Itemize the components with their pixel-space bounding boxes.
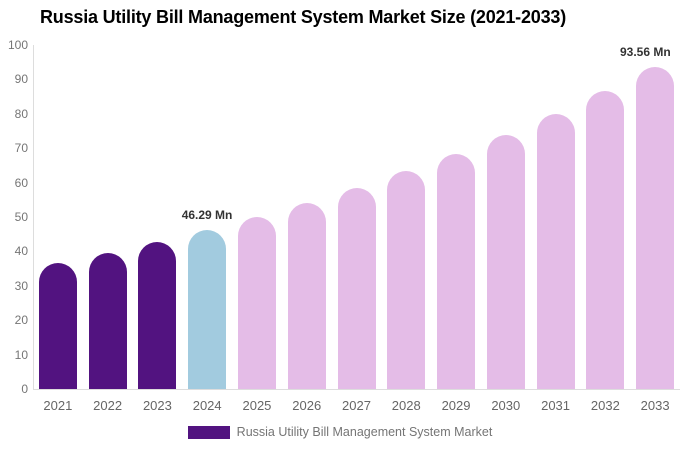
y-axis-line (33, 45, 34, 389)
y-tick-label-0: 0 (21, 382, 28, 396)
y-tick-label-100: 100 (7, 38, 28, 52)
x-tick-label-2028: 2028 (391, 398, 421, 413)
x-tick-label-2025: 2025 (242, 398, 272, 413)
bar-2027 (337, 187, 376, 389)
legend-swatch (187, 425, 230, 439)
bar-2024 (188, 229, 227, 389)
x-tick-label-2032: 2032 (590, 398, 620, 413)
y-tick-label-10: 10 (14, 347, 28, 362)
data-label-2033: 93.56 Mn (620, 45, 671, 60)
bar-2033 (636, 67, 675, 389)
bar-2032 (586, 91, 625, 389)
bar-2026 (287, 202, 326, 389)
bar-2021 (38, 262, 77, 389)
bar-2025 (237, 216, 276, 389)
data-label-2024: 46.29 Mn (181, 207, 233, 222)
x-tick-label-2031: 2031 (541, 398, 571, 413)
legend-label: Russia Utility Bill Management System Ma… (236, 425, 493, 439)
bar-2023 (138, 241, 177, 389)
bar-2031 (536, 113, 575, 389)
x-axis-line (33, 389, 680, 390)
x-tick-label-2022: 2022 (93, 398, 123, 413)
x-tick-label-2029: 2029 (441, 398, 471, 413)
bar-2030 (486, 134, 525, 389)
y-tick-label-70: 70 (14, 141, 28, 156)
y-tick-label-20: 20 (14, 313, 28, 328)
y-tick-label-40: 40 (14, 244, 28, 259)
y-tick-label-50: 50 (14, 210, 28, 224)
y-tick-label-60: 60 (14, 175, 28, 190)
x-tick-label-2027: 2027 (342, 398, 371, 413)
legend: Russia Utility Bill Management System Ma… (0, 425, 680, 439)
y-tick-label-90: 90 (14, 72, 28, 87)
x-tick-label-2026: 2026 (292, 398, 322, 413)
bar-2022 (88, 252, 127, 389)
bar-2029 (437, 153, 476, 389)
bar-2028 (387, 171, 426, 389)
x-tick-label-2030: 2030 (491, 398, 521, 413)
x-tick-label-2024: 2024 (192, 398, 222, 413)
y-tick-label-80: 80 (14, 106, 28, 121)
x-tick-label-2023: 2023 (142, 398, 172, 413)
x-tick-label-2021: 2021 (43, 398, 73, 413)
y-tick-label-30: 30 (14, 278, 28, 293)
chart-title: Russia Utility Bill Management System Ma… (40, 7, 567, 27)
x-tick-label-2033: 2033 (640, 398, 670, 413)
